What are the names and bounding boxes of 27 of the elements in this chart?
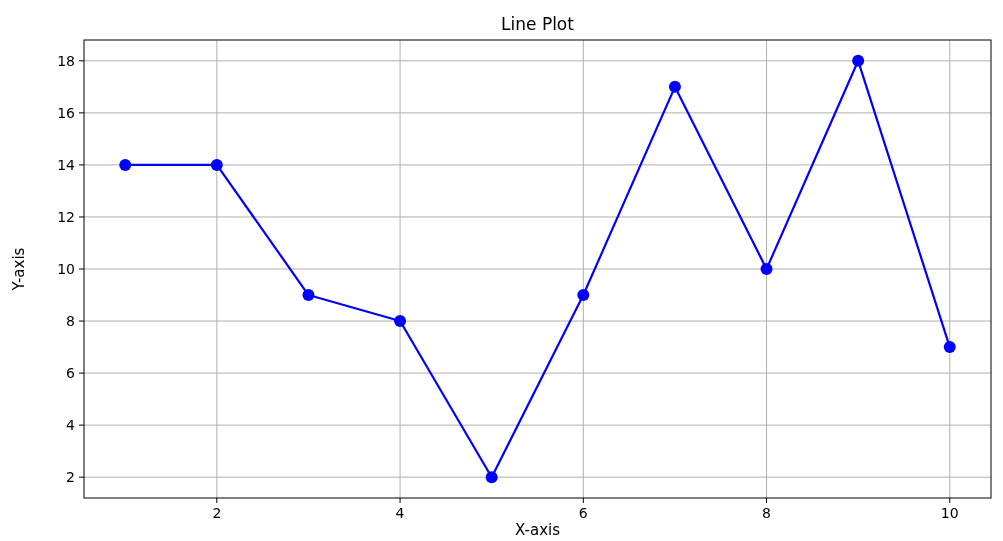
point	[943, 341, 956, 354]
y-tick-label: 10	[57, 260, 75, 277]
point	[668, 80, 681, 93]
chart-title: Line Plot	[501, 14, 575, 34]
x-tick-label: 10	[940, 505, 959, 521]
point	[394, 315, 407, 328]
y-tick-label: 18	[57, 52, 75, 69]
y-tick-label: 16	[57, 104, 76, 121]
y-tick-label: 8	[66, 312, 75, 329]
x-tick-label: 4	[395, 505, 405, 521]
point	[119, 158, 132, 171]
y-tick-label: 2	[66, 469, 75, 486]
point	[852, 54, 865, 67]
y-tick-label: 12	[57, 208, 75, 225]
x-tick-label: 8	[762, 505, 771, 521]
y-tick-label: 14	[57, 156, 76, 173]
point	[302, 289, 315, 302]
y-tick-label: 4	[66, 417, 76, 434]
x-tick-label: 6	[578, 505, 588, 521]
point	[485, 471, 498, 484]
x-axis-title: X-axis	[515, 521, 561, 539]
point	[577, 289, 590, 302]
point	[760, 263, 773, 275]
y-axis-title: Y-axis	[10, 247, 28, 292]
point	[210, 158, 223, 171]
x-tick-label: 2	[212, 505, 222, 521]
y-tick-label: 6	[66, 364, 76, 381]
